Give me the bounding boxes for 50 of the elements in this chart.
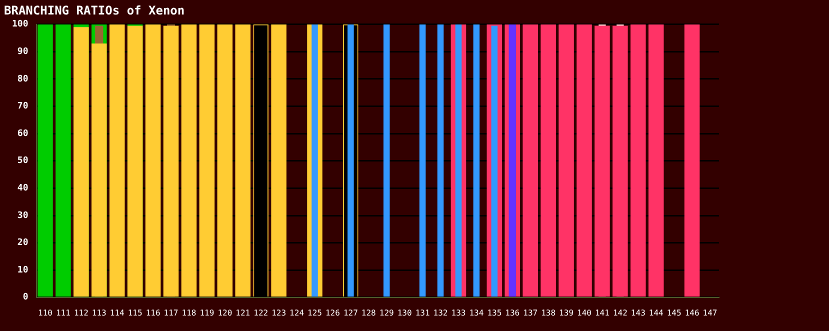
x-tick-label: 147 bbox=[702, 308, 718, 318]
y-tick-label: 60 bbox=[17, 128, 28, 139]
y-tick-label: 10 bbox=[17, 265, 28, 276]
y-tick-label: 0 bbox=[22, 292, 28, 303]
y-tick-label: 30 bbox=[17, 210, 28, 221]
x-tick-label: 127 bbox=[343, 308, 358, 318]
y-tick-label: 100 bbox=[12, 20, 28, 30]
x-tick-label: 113 bbox=[92, 308, 107, 318]
x-tick-label: 145 bbox=[666, 308, 682, 318]
x-tick-label: 136 bbox=[505, 308, 520, 318]
x-tick-label: 111 bbox=[56, 308, 71, 318]
y-tick-label: 70 bbox=[17, 102, 28, 112]
x-tick-label: 125 bbox=[308, 308, 322, 318]
y-tick-label: 50 bbox=[17, 156, 28, 166]
x-tick-label: 118 bbox=[182, 308, 196, 318]
x-tick-label: 140 bbox=[577, 308, 592, 318]
x-tick-label: 141 bbox=[594, 308, 610, 318]
x-tick-label: 115 bbox=[128, 308, 142, 318]
x-tick-label: 134 bbox=[469, 308, 484, 318]
x-tick-label: 139 bbox=[559, 308, 574, 318]
x-tick-label: 137 bbox=[523, 308, 538, 318]
x-tick-label: 130 bbox=[397, 308, 412, 318]
x-tick-label: 146 bbox=[684, 308, 700, 318]
y-tick-label: 40 bbox=[17, 184, 28, 194]
y-tick-label: 80 bbox=[17, 74, 28, 84]
x-tick-label: 143 bbox=[630, 308, 646, 318]
x-tick-label: 123 bbox=[272, 308, 286, 318]
x-tick-label: 132 bbox=[433, 308, 448, 318]
x-tick-label: 144 bbox=[648, 308, 664, 318]
chart-title: BRANCHING RATIOs of Xenon bbox=[4, 3, 185, 18]
x-tick-label: 117 bbox=[164, 308, 178, 318]
y-tick-label: 90 bbox=[17, 47, 28, 58]
x-tick-label: 133 bbox=[451, 308, 466, 318]
x-tick-label: 122 bbox=[254, 308, 268, 318]
x-tick-label: 116 bbox=[146, 308, 160, 318]
x-tick-label: 124 bbox=[290, 308, 304, 318]
x-tick-label: 126 bbox=[325, 308, 340, 318]
x-tick-label: 119 bbox=[200, 308, 214, 318]
x-tick-label: 128 bbox=[361, 308, 376, 318]
x-tick-label: 112 bbox=[74, 308, 89, 318]
x-tick-label: 121 bbox=[236, 308, 250, 318]
x-tick-label: 135 bbox=[487, 308, 502, 318]
x-tick-label: 129 bbox=[379, 308, 394, 318]
x-tick-label: 142 bbox=[612, 308, 628, 318]
x-tick-label: 138 bbox=[541, 308, 556, 318]
x-tick-label: 120 bbox=[218, 308, 232, 318]
x-tick-label: 114 bbox=[110, 308, 125, 318]
x-tick-label: 131 bbox=[415, 308, 430, 318]
y-tick-label: 20 bbox=[17, 238, 28, 248]
x-tick-label: 110 bbox=[38, 308, 53, 318]
